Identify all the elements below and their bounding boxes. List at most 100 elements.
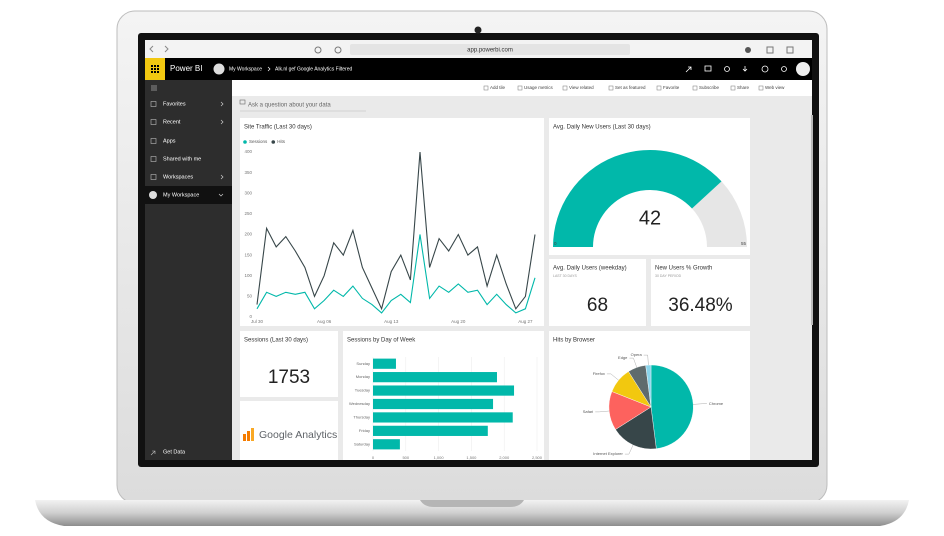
x-tick-label: Aug 06 bbox=[317, 319, 332, 324]
gauge-value bbox=[552, 149, 722, 247]
nav-icon bbox=[150, 119, 157, 125]
y-tick-label: Wednesday bbox=[349, 401, 370, 406]
toolbar-items: Add tile Usage metrics View related Set as … bbox=[483, 85, 785, 91]
gauge-track bbox=[692, 181, 747, 247]
tabs-icon[interactable] bbox=[786, 46, 794, 54]
tiles bbox=[240, 118, 750, 460]
info-icon[interactable] bbox=[334, 46, 342, 54]
scrollbar[interactable] bbox=[811, 115, 813, 325]
y-tick-label: 250 bbox=[244, 211, 252, 216]
url-box[interactable] bbox=[350, 44, 630, 55]
tile[interactable] bbox=[240, 331, 338, 397]
gauge-value-label: 42 bbox=[639, 207, 661, 229]
y-tick-label: 200 bbox=[244, 232, 252, 237]
nav-chevron bbox=[218, 193, 224, 197]
shield-icon[interactable] bbox=[314, 46, 322, 54]
nav-item[interactable]: Recent bbox=[163, 119, 181, 125]
line-series bbox=[256, 234, 536, 314]
nav-selected bbox=[145, 186, 232, 204]
tile[interactable] bbox=[240, 401, 338, 460]
nav-chevron bbox=[220, 101, 224, 107]
toolbar-item[interactable]: Subscribe bbox=[699, 85, 720, 90]
x-tick-label: Aug 20 bbox=[451, 319, 466, 324]
header-icons[interactable] bbox=[685, 65, 787, 73]
legend-marker bbox=[271, 140, 276, 144]
bar bbox=[373, 412, 513, 423]
share-icon[interactable] bbox=[766, 46, 774, 54]
tile-title: Site Traffic (Last 30 days) bbox=[244, 125, 312, 131]
toolbar-icon bbox=[483, 85, 489, 91]
line-series bbox=[256, 151, 536, 311]
bar bbox=[373, 425, 488, 436]
nav-icon bbox=[150, 101, 157, 107]
toolbar-item[interactable]: Share bbox=[737, 85, 750, 90]
toolbar-item[interactable]: Web view bbox=[765, 85, 785, 90]
breadcrumb-dashboard[interactable]: Alk.nl gef Google Analytics Filtered bbox=[275, 66, 352, 72]
nav-arrows[interactable] bbox=[149, 45, 169, 53]
x-tick-label: 2,500 bbox=[532, 455, 543, 460]
y-tick-label: 350 bbox=[244, 170, 252, 175]
camera bbox=[474, 26, 482, 34]
ga-logo-text: Google Analytics bbox=[259, 429, 337, 441]
card-title: Sessions (Last 30 days) bbox=[244, 338, 308, 344]
card-title: Avg. Daily Users (weekday) bbox=[553, 266, 627, 272]
toolbar-item[interactable]: Set as featured bbox=[615, 85, 646, 90]
nav-item[interactable]: Favorites bbox=[163, 101, 186, 107]
card-value: 1753 bbox=[268, 367, 310, 388]
x-tick-label: 2,000 bbox=[499, 455, 510, 460]
tile[interactable] bbox=[651, 259, 750, 326]
y-tick-label: 400 bbox=[244, 149, 252, 154]
dynamic: Avg. Daily Users (weekday) LAST 30 DAYS 68… bbox=[243, 125, 747, 460]
nav-icon bbox=[150, 138, 157, 144]
toolbar-icon bbox=[758, 85, 764, 91]
y-tick-label: Tuesday bbox=[355, 388, 370, 393]
leader-line bbox=[643, 354, 649, 366]
y-tick-label: Sunday bbox=[356, 361, 370, 366]
x-tick-label: 0 bbox=[372, 455, 375, 460]
nav-item[interactable]: Workspaces bbox=[163, 174, 193, 180]
nav-item[interactable]: My Workspace bbox=[163, 192, 199, 198]
toolbar-icon bbox=[692, 85, 698, 91]
tile-title: Sessions by Day of Week bbox=[347, 338, 416, 344]
legend-label: Hits bbox=[277, 139, 285, 144]
card-title: New Users % Growth bbox=[655, 266, 712, 272]
user-avatar[interactable] bbox=[796, 62, 810, 76]
qa-icon bbox=[239, 99, 246, 105]
laptop-base bbox=[35, 500, 909, 526]
y-tick-label: Thursday bbox=[353, 414, 370, 419]
bar bbox=[373, 358, 396, 369]
nav-chevron bbox=[220, 119, 224, 125]
gauge-max: 55 bbox=[741, 241, 747, 246]
x-tick-label: Jul 30 bbox=[251, 319, 264, 324]
x-tick-label: 1,000 bbox=[434, 455, 445, 460]
leader-line bbox=[624, 444, 634, 455]
toolbar-icon bbox=[656, 85, 662, 91]
gauge-min: 0 bbox=[554, 241, 557, 246]
breadcrumb-workspace[interactable]: My Workspace bbox=[229, 66, 262, 72]
toolbar-item[interactable]: View related bbox=[569, 85, 594, 90]
qa-input[interactable]: Ask a question about your data bbox=[248, 103, 331, 109]
nav-item[interactable]: Get Data bbox=[163, 449, 186, 455]
tile[interactable] bbox=[549, 259, 646, 326]
tile[interactable] bbox=[240, 118, 544, 326]
card-subtitle: LAST 30 DAYS bbox=[553, 274, 577, 278]
nav-item[interactable]: Shared with me bbox=[163, 156, 201, 162]
download-icon[interactable] bbox=[745, 47, 751, 53]
pie-label: Chrome bbox=[709, 401, 724, 406]
launcher-dots bbox=[151, 65, 159, 73]
hamburger[interactable] bbox=[151, 85, 157, 91]
legend-label: Sessions bbox=[249, 139, 268, 144]
bar bbox=[373, 385, 515, 396]
nav-item[interactable]: Apps bbox=[163, 138, 176, 144]
toolbar-item[interactable]: Add tile bbox=[490, 85, 506, 90]
toolbar-item[interactable]: Usage metrics bbox=[524, 85, 554, 90]
x-tick-label: Aug 13 bbox=[384, 319, 399, 324]
card-value: 36.48% bbox=[668, 295, 733, 316]
toolbar-icon bbox=[562, 85, 568, 91]
app-header bbox=[145, 58, 812, 80]
toolbar-item[interactable]: Favorite bbox=[663, 85, 680, 90]
nav-chevron bbox=[220, 174, 224, 180]
sidebar bbox=[145, 80, 232, 460]
